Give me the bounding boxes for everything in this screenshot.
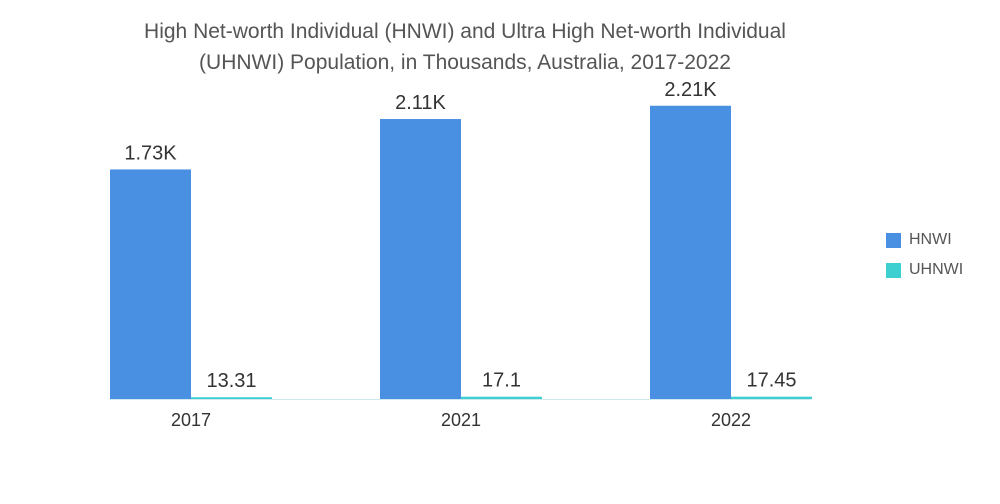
x-tick-label-2021: 2021 — [441, 410, 481, 430]
data-label-hnwi-2022: 2.21K — [664, 79, 717, 101]
legend-label-hnwi: HNWI — [909, 231, 952, 248]
data-label-uhnwi-2017: 13.31 — [206, 370, 256, 392]
bar-uhnwi-2017 — [191, 397, 272, 399]
legend-swatch-hnwi — [886, 232, 901, 248]
bar-uhnwi-2021 — [461, 396, 542, 399]
chart-title: High Net-worth Individual (HNWI) and Ult… — [40, 16, 890, 78]
bar-hnwi-2022 — [650, 105, 731, 399]
bar-hnwi-2017 — [110, 169, 191, 399]
legend-swatch-uhnwi — [886, 262, 901, 278]
bar-hnwi-2021 — [380, 119, 461, 400]
x-tick-label-2022: 2022 — [711, 410, 751, 430]
data-label-hnwi-2017: 1.73K — [124, 142, 177, 164]
data-label-uhnwi-2022: 17.45 — [746, 370, 796, 392]
data-label-hnwi-2021: 2.11K — [395, 92, 446, 114]
legend-item-hnwi: HNWI — [886, 230, 963, 250]
x-tick-label-2017: 2017 — [171, 410, 211, 430]
legend-label-uhnwi: UHNWI — [909, 261, 964, 278]
legend-item-uhnwi: UHNWI — [886, 260, 963, 280]
legend: HNWI UHNWI — [886, 230, 963, 290]
chart-title-line-1: High Net-worth Individual (HNWI) and Ult… — [144, 20, 786, 43]
bar-uhnwi-2022 — [731, 396, 812, 399]
data-label-uhnwi-2021: 17.1 — [482, 370, 521, 392]
chart-title-line-2: (UHNWI) Population, in Thousands, Austra… — [199, 51, 731, 74]
